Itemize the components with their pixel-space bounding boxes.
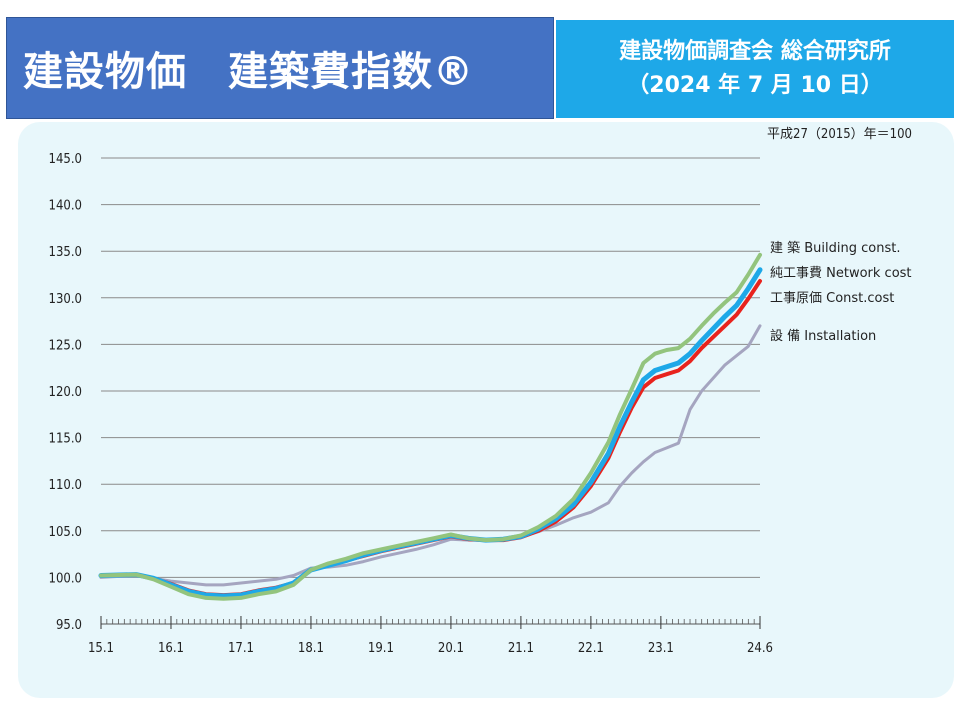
source-organization: 建設物価調査会 総合研究所 (619, 39, 891, 64)
grid-lines (101, 157, 760, 625)
series-line-installation (99, 324, 762, 587)
x-tick-label: 18.1 (298, 641, 324, 656)
y-tick-label: 95.0 (56, 618, 82, 633)
x-tick-label: 21.1 (508, 641, 534, 656)
x-tick-label: 19.1 (368, 641, 394, 656)
x-tick-label: 23.1 (648, 641, 674, 656)
x-tick-label: 15.1 (88, 641, 114, 656)
y-tick-label: 105.0 (49, 525, 82, 540)
y-tick-label: 130.0 (49, 292, 82, 307)
x-tick-label: 24.6 (747, 641, 773, 656)
y-tick-label: 125.0 (49, 338, 82, 353)
page-title: 建設物価 建築費指数® (6, 17, 554, 119)
y-tick-label: 120.0 (49, 385, 82, 400)
source-date: （2024 年 7 月 10 日） (627, 73, 883, 98)
x-tick-label: 16.1 (158, 641, 184, 656)
x-tick-label: 17.1 (228, 641, 254, 656)
source-box: 建設物価調査会 総合研究所 （2024 年 7 月 10 日） (556, 20, 954, 118)
y-tick-label: 100.0 (49, 571, 82, 586)
y-tick-label: 115.0 (49, 432, 82, 447)
x-tick-label: 22.1 (578, 641, 604, 656)
legend-label-network: 純工事費 Network cost (770, 266, 912, 281)
legend-label-installation: 設 備 Installation (770, 328, 876, 344)
y-tick-label: 110.0 (49, 478, 82, 493)
legend-label-building: 建 築 Building const. (770, 241, 900, 256)
series-lines (98, 252, 763, 601)
series-line-building (99, 252, 762, 601)
x-axis: 15.1 16.1 17.1 18.1 19.1 20.1 21.1 22.1 23.1 24.6 (88, 616, 773, 656)
y-tick-label: 140.0 (49, 199, 82, 214)
legend-label-construction: 工事原価 Const.cost (770, 291, 894, 306)
y-tick-label: 135.0 (49, 245, 82, 260)
chart-panel (18, 122, 954, 698)
y-axis: 95.0 100.0 105.0 110.0 115.0 120.0 125.0 130.0 1… (49, 152, 82, 633)
y-tick-label: 145.0 (49, 152, 82, 167)
base-note: 平成27（2015）年＝100 (767, 127, 912, 142)
x-tick-label: 20.1 (438, 641, 464, 656)
legend: 建 築 Building const. 純工事費 Network cost 工事原価… (770, 241, 912, 344)
